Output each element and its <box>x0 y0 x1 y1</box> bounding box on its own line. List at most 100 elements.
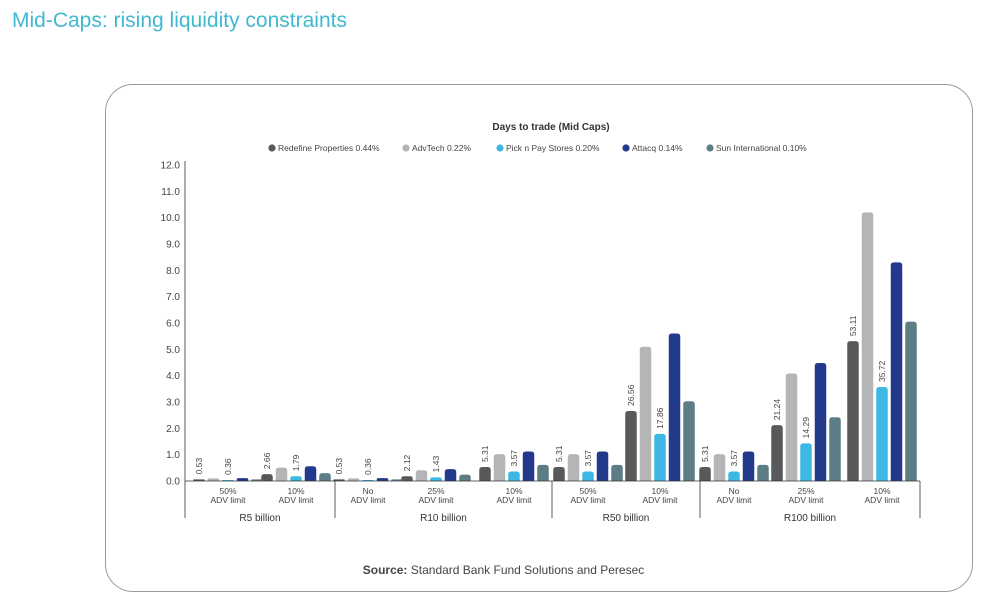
legend-marker <box>402 144 410 152</box>
category-label: 10% <box>505 486 522 496</box>
bar <box>376 478 389 481</box>
chart-title: Days to trade (Mid Caps) <box>492 122 609 133</box>
data-label: 5.31 <box>554 445 564 462</box>
bar <box>508 471 520 481</box>
legend-marker <box>496 144 504 152</box>
data-label: 5.31 <box>480 445 490 462</box>
category-label: 10% <box>873 486 890 496</box>
bar <box>625 410 637 481</box>
data-label: 17.86 <box>655 407 665 429</box>
data-label: 0.36 <box>363 458 373 475</box>
bar <box>785 373 798 481</box>
bar <box>567 454 580 481</box>
bar <box>553 467 565 481</box>
bar <box>905 321 917 481</box>
bar <box>771 425 783 481</box>
bar <box>415 470 428 481</box>
bar <box>683 401 695 481</box>
bar <box>829 417 841 481</box>
legend-label: Redefine Properties 0.44% <box>278 143 380 153</box>
legend-label: Attacq 0.14% <box>632 143 683 153</box>
bar <box>699 467 711 481</box>
bar <box>713 454 726 481</box>
bar <box>522 451 535 481</box>
page-title: Mid-Caps: rising liquidity constraints <box>12 9 347 32</box>
data-label: 26.56 <box>626 384 636 406</box>
y-tick-label: 5.0 <box>166 345 180 356</box>
data-label: 0.53 <box>334 458 344 475</box>
data-label: 5.31 <box>700 445 710 462</box>
bar <box>479 467 491 481</box>
group-label: R100 billion <box>784 513 836 524</box>
category-label: 10% <box>651 486 668 496</box>
bar <box>537 464 549 481</box>
legend-marker <box>622 144 630 152</box>
bar <box>319 473 331 481</box>
category-label: ADV limit <box>351 495 387 505</box>
bar <box>890 262 903 481</box>
category-label: ADV limit <box>643 495 679 505</box>
category-label: ADV limit <box>211 495 247 505</box>
y-tick-label: 2.0 <box>166 424 180 435</box>
data-label: 21.24 <box>772 399 782 421</box>
category-label: 50% <box>219 486 236 496</box>
y-tick-label: 9.0 <box>166 240 180 251</box>
bar <box>401 476 413 481</box>
category-label: ADV limit <box>789 495 825 505</box>
bar <box>847 341 859 481</box>
bar <box>757 464 769 481</box>
bar <box>728 471 740 481</box>
data-label: 2.12 <box>402 454 412 471</box>
category-label: No <box>729 486 740 496</box>
bar <box>668 333 681 481</box>
bar <box>639 346 652 481</box>
bar <box>236 478 249 481</box>
chart-frame <box>105 84 973 592</box>
legend-label: Sun International 0.10% <box>716 143 807 153</box>
category-label: No <box>363 486 374 496</box>
category-label: ADV limit <box>279 495 315 505</box>
y-tick-label: 10.0 <box>161 213 181 224</box>
data-label: 0.53 <box>194 458 204 475</box>
bar <box>654 433 666 481</box>
bar <box>261 474 273 481</box>
legend-marker <box>268 144 276 152</box>
category-label: 10% <box>287 486 304 496</box>
bar <box>800 443 812 481</box>
bar <box>611 464 623 481</box>
bar <box>290 476 302 481</box>
bar <box>430 477 442 481</box>
bar <box>876 386 888 481</box>
data-label: 1.79 <box>291 454 301 471</box>
group-label: R10 billion <box>420 513 467 524</box>
bar <box>742 451 755 481</box>
category-label: ADV limit <box>571 495 607 505</box>
data-label: 2.66 <box>262 452 272 469</box>
category-label: ADV limit <box>497 495 533 505</box>
legend-marker <box>706 144 714 152</box>
y-tick-label: 8.0 <box>166 266 180 277</box>
category-label: ADV limit <box>865 495 901 505</box>
y-tick-label: 3.0 <box>166 398 180 409</box>
data-label: 3.57 <box>729 450 739 467</box>
data-label: 0.36 <box>223 458 233 475</box>
group-label: R50 billion <box>603 513 650 524</box>
category-label: ADV limit <box>717 495 753 505</box>
source-note: Source: Standard Bank Fund Solutions and… <box>0 563 1007 577</box>
bar <box>207 478 220 481</box>
bar <box>347 478 360 481</box>
y-tick-label: 0.0 <box>166 477 180 488</box>
y-tick-label: 4.0 <box>166 371 180 382</box>
bar <box>493 454 506 481</box>
data-label: 3.57 <box>583 450 593 467</box>
source-label: Source: <box>362 563 408 577</box>
data-label: 14.29 <box>801 417 811 439</box>
y-tick-label: 12.0 <box>161 161 181 172</box>
bar <box>304 466 317 481</box>
category-label: 25% <box>427 486 444 496</box>
bar <box>275 467 288 481</box>
data-label: 1.43 <box>431 455 441 472</box>
y-tick-label: 6.0 <box>166 319 180 330</box>
bar <box>596 451 609 481</box>
